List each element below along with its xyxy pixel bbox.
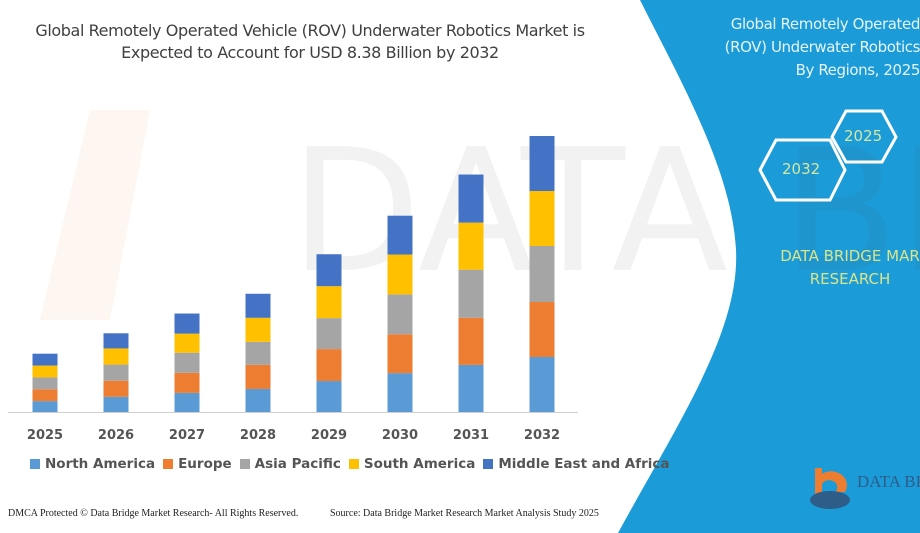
- bar-2027-asia-pacific: [174, 352, 200, 373]
- x-tick-label: 2030: [382, 428, 418, 443]
- bar-2028-north-america: [245, 388, 271, 412]
- bar-2026-asia-pacific: [103, 364, 129, 381]
- legend-item: Asia Pacific: [239, 456, 341, 472]
- x-tick-label: 2032: [524, 428, 560, 443]
- bar-2026-south-america: [103, 348, 129, 365]
- chart-title: Global Remotely Operated Vehicle (ROV) U…: [0, 20, 620, 64]
- bar-2026-middle-east-and-africa: [103, 333, 129, 349]
- brand-line-2: RESEARCH: [809, 270, 891, 288]
- hex-label-2025: 2025: [844, 127, 883, 145]
- brand-line-1: DATA BRIDGE MAR: [780, 247, 920, 265]
- bar-2025-europe: [32, 389, 58, 402]
- logo-icon: [810, 468, 850, 509]
- legend-label: Europe: [178, 456, 232, 472]
- footer-source: Source: Data Bridge Market Research Mark…: [330, 508, 599, 519]
- bar-2025-south-america: [32, 365, 58, 378]
- x-tick-label: 2029: [311, 428, 347, 443]
- bar-2028-south-america: [245, 317, 271, 342]
- bar-2031-middle-east-and-africa: [458, 174, 484, 223]
- bar-2027-middle-east-and-africa: [174, 313, 200, 334]
- bar-2032-north-america: [529, 356, 555, 412]
- bar-2029-europe: [316, 349, 342, 382]
- bar-2026-north-america: [103, 396, 129, 412]
- bar-2030-europe: [387, 334, 413, 374]
- bar-2025-asia-pacific: [32, 377, 58, 390]
- legend-item: South America: [348, 456, 476, 472]
- legend-item: North America: [30, 456, 155, 472]
- bar-2030-north-america: [387, 373, 413, 412]
- bar-2029-south-america: [316, 286, 342, 319]
- brand-text: DATA BRIDGE MAR RESEARCH: [760, 245, 920, 291]
- bar-2029-north-america: [316, 381, 342, 412]
- bar-2030-asia-pacific: [387, 294, 413, 335]
- footer-copyright: DMCA Protected © Data Bridge Market Rese…: [8, 508, 299, 519]
- x-tick-label: 2028: [240, 428, 276, 443]
- legend-label: South America: [363, 456, 476, 472]
- legend-label: Middle East and Africa: [498, 456, 670, 472]
- bar-2032-europe: [529, 301, 555, 357]
- bar-2031-europe: [458, 317, 484, 365]
- bar-2032-south-america: [529, 191, 555, 247]
- legend-swatch: [348, 459, 359, 469]
- bar-2031-north-america: [458, 364, 484, 412]
- bar-2028-europe: [245, 364, 271, 389]
- chart-title-line-1: Global Remotely Operated Vehicle (ROV) U…: [35, 21, 585, 40]
- legend-item: Middle East and Africa: [483, 456, 670, 472]
- legend-swatch: [483, 459, 494, 469]
- bar-2027-south-america: [174, 333, 200, 353]
- bar-2031-asia-pacific: [458, 269, 484, 318]
- bar-2027-europe: [174, 372, 200, 393]
- bar-2027-north-america: [174, 392, 200, 412]
- legend: North America Europe Asia Pacific South Ame…: [30, 456, 670, 472]
- stacked-bar-chart: 2025 2026 2027 2028 2029 2030 2031 2032: [8, 136, 578, 443]
- bar-2030-middle-east-and-africa: [387, 215, 413, 255]
- bar-2030-south-america: [387, 254, 413, 295]
- bar-2029-asia-pacific: [316, 318, 342, 350]
- x-tick-label: 2025: [27, 428, 63, 443]
- legend-swatch: [163, 459, 174, 469]
- x-tick-label: 2027: [169, 428, 205, 443]
- hex-label-2032: 2032: [782, 160, 821, 178]
- legend-item: Europe: [163, 456, 232, 472]
- bar-2032-asia-pacific: [529, 246, 555, 302]
- legend-label: Asia Pacific: [254, 456, 341, 472]
- hexagon-2032: [758, 138, 847, 202]
- legend-swatch: [239, 459, 250, 469]
- bar-2028-middle-east-and-africa: [245, 293, 271, 318]
- x-tick-label: 2026: [98, 428, 134, 443]
- bar-2026-europe: [103, 380, 129, 397]
- side-title-line-3: By Regions, 2025: [795, 61, 920, 79]
- side-title-line-1: Global Remotely Operated: [730, 15, 920, 33]
- legend-label: North America: [45, 456, 156, 472]
- bar-2029-middle-east-and-africa: [316, 254, 342, 287]
- bar-2028-asia-pacific: [245, 341, 271, 365]
- side-panel-title: Global Remotely Operated (ROV) Underwate…: [680, 13, 920, 82]
- bar-2032-middle-east-and-africa: [529, 136, 555, 192]
- x-tick-label: 2031: [453, 428, 489, 443]
- legend-swatch: [30, 459, 40, 469]
- bar-2025-middle-east-and-africa: [32, 353, 58, 366]
- bar-2025-north-america: [32, 401, 58, 412]
- chart-title-line-2: Expected to Account for USD 8.38 Billion…: [121, 43, 499, 62]
- side-panel-background: [618, 0, 920, 533]
- side-title-line-2: (ROV) Underwater Robotics: [724, 38, 920, 56]
- logo-text: DATA BRI: [857, 472, 920, 491]
- hexagon-2025: [830, 109, 898, 164]
- bar-2031-south-america: [458, 222, 484, 270]
